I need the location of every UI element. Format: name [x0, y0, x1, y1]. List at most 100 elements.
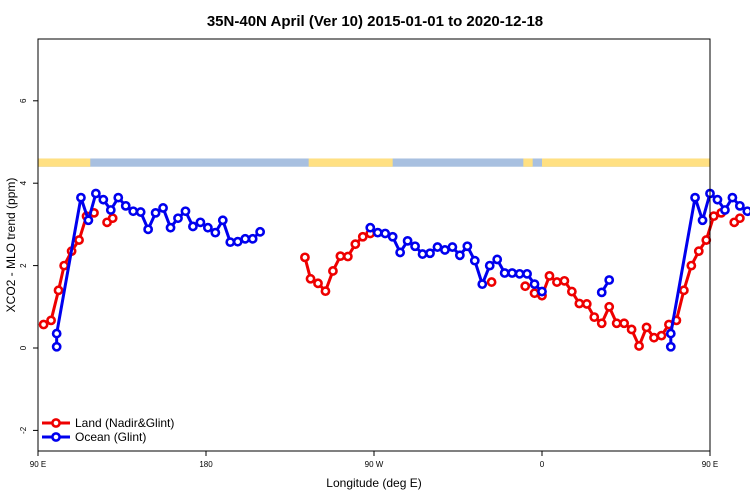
- series-0-point: [693, 246, 704, 257]
- series-0-point: [626, 324, 637, 335]
- series-1-point: [462, 241, 473, 252]
- series-0-point: [107, 213, 118, 224]
- series-0-point: [634, 341, 644, 351]
- series-0-point: [300, 252, 310, 263]
- series-1-point: [469, 255, 480, 266]
- series-0-point: [656, 330, 667, 341]
- series-1-point: [51, 341, 62, 352]
- series-1-point: [247, 233, 258, 244]
- series-1-point: [51, 328, 62, 339]
- series-0-point: [544, 270, 555, 281]
- series-1-point: [499, 268, 510, 278]
- series-1-point: [180, 206, 191, 217]
- series-0-point: [559, 275, 570, 286]
- series-0-point: [566, 286, 577, 297]
- chart-title: 35N-40N April (Ver 10) 2015-01-01 to 202…: [207, 13, 543, 30]
- series-1-point: [395, 247, 406, 258]
- series-1-point: [195, 217, 206, 228]
- series-1-point: [240, 233, 251, 244]
- land-ocean-band: [38, 158, 710, 167]
- series-1-point: [232, 236, 243, 247]
- legend-item-1: Ocean (Glint): [42, 430, 146, 444]
- series-1-point: [537, 286, 547, 297]
- series-0-point: [350, 239, 361, 250]
- series-0-point: [678, 285, 689, 296]
- series-0-point: [335, 251, 346, 262]
- series-1-point: [742, 206, 750, 217]
- series-0-point: [619, 318, 630, 329]
- series-1-point: [417, 249, 428, 259]
- series-1-point: [697, 215, 708, 226]
- series-0-point: [708, 211, 719, 222]
- legend-label-1: Ocean (Glint): [75, 430, 146, 444]
- series-0-point: [313, 278, 323, 289]
- series-1-point: [402, 235, 413, 246]
- series-1-point: [454, 250, 465, 261]
- series-1-point: [90, 188, 101, 199]
- y-tick-label-2: 2: [19, 263, 28, 268]
- x-tick-label-4: 90 E: [702, 460, 718, 469]
- series-1-point: [365, 222, 376, 233]
- series-1-point: [225, 237, 236, 248]
- series-0-point: [328, 266, 338, 276]
- series-1-point: [255, 226, 266, 237]
- series-1-point: [727, 192, 738, 203]
- legend-marker-1: [51, 432, 61, 442]
- land-band-3: [542, 158, 710, 167]
- series-0-point: [581, 299, 592, 309]
- series-0-point: [734, 213, 745, 224]
- series-1-point: [522, 268, 532, 279]
- series-layer: [38, 188, 750, 352]
- y-tick-label-3: 4: [19, 180, 28, 185]
- series-0-point: [320, 286, 331, 297]
- series-1-point: [507, 268, 518, 278]
- series-1-point: [113, 192, 124, 203]
- series-1-point: [158, 203, 168, 213]
- series-1-point: [372, 227, 383, 238]
- series-0-point: [611, 318, 622, 329]
- series-1-point: [210, 227, 221, 238]
- legend-marker-0: [51, 418, 61, 428]
- series-0-point: [486, 277, 497, 287]
- series-1-point: [492, 254, 503, 265]
- series-1-point: [477, 279, 488, 290]
- series-1-point: [484, 260, 495, 271]
- series-0-point: [59, 260, 70, 271]
- x-axis-label: Longitude (deg E): [326, 476, 421, 490]
- series-1-point: [380, 228, 391, 239]
- series-1-point: [514, 268, 525, 279]
- series-0-point: [357, 231, 368, 242]
- series-0-point: [574, 298, 585, 309]
- land-band-2: [523, 158, 533, 167]
- series-0-point: [38, 319, 49, 330]
- land-band-1: [308, 158, 393, 167]
- series-0-point: [589, 312, 600, 322]
- series-1-point: [76, 192, 86, 203]
- series-1-point: [143, 224, 154, 235]
- series-1-point: [150, 207, 161, 218]
- series-1-point: [173, 213, 183, 224]
- series-0-point: [649, 332, 659, 343]
- series-1-point: [720, 205, 730, 215]
- series-0-point: [529, 288, 540, 299]
- series-0-point: [596, 318, 607, 329]
- series-1-point: [188, 221, 198, 232]
- series-1-point: [432, 242, 443, 252]
- x-tick-label-1: 180: [199, 460, 213, 469]
- series-1-point: [98, 194, 109, 205]
- series-1-point: [690, 192, 700, 203]
- series-1-point: [440, 245, 450, 255]
- series-0-point: [46, 315, 56, 326]
- series-1-point: [604, 275, 615, 285]
- x-tick-label-0: 90 E: [30, 460, 46, 469]
- y-tick-label-1: 0: [19, 345, 28, 350]
- series-1-point: [135, 207, 146, 217]
- series-0-point: [74, 235, 84, 245]
- series-0-point: [305, 273, 316, 284]
- series-1-point: [425, 248, 435, 259]
- legend-item-0: Land (Nadir&Glint): [42, 416, 174, 430]
- series-1-point: [128, 206, 139, 217]
- x-tick-label-2: 90 W: [365, 460, 384, 469]
- series-0-point: [686, 260, 697, 271]
